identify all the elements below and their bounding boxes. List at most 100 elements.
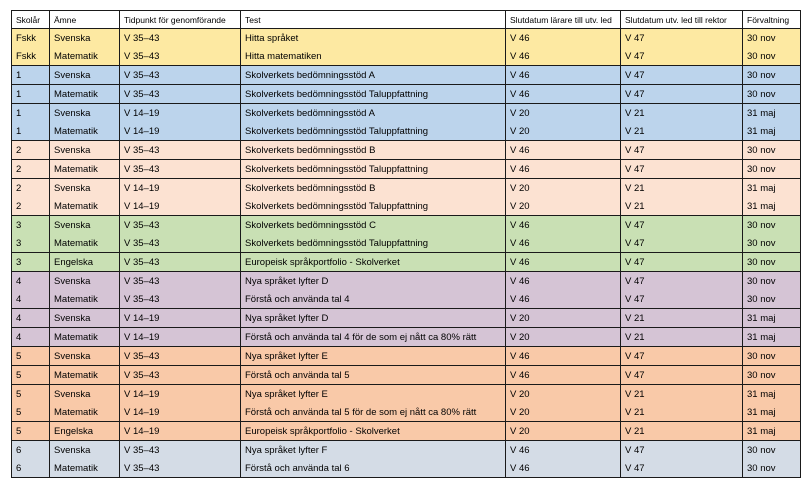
table-row: 5 Matematik V 35–43 Förstå och använda tal … bbox=[11, 365, 801, 385]
cell-forvaltning: 31 maj bbox=[742, 197, 801, 216]
cell-skolar: 2 bbox=[11, 197, 50, 216]
table-row: 3 Matematik V 35–43 Skolverkets bedömningss… bbox=[11, 234, 801, 253]
cell-skolar: 1 bbox=[11, 65, 50, 85]
cell-slutdatum-rektor: V 47 bbox=[620, 346, 743, 366]
table-row: 4 Matematik V 35–43 Förstå och använda tal … bbox=[11, 290, 801, 309]
cell-slutdatum-larare: V 46 bbox=[505, 459, 621, 478]
cell-slutdatum-larare: V 20 bbox=[505, 308, 621, 328]
cell-amne: Engelska bbox=[49, 421, 120, 441]
cell-slutdatum-rektor: V 47 bbox=[620, 84, 743, 104]
cell-forvaltning: 30 nov bbox=[742, 459, 801, 478]
cell-slutdatum-larare: V 46 bbox=[505, 252, 621, 272]
cell-slutdatum-rektor: V 21 bbox=[620, 403, 743, 422]
cell-slutdatum-rektor: V 21 bbox=[620, 197, 743, 216]
cell-skolar: 4 bbox=[11, 327, 50, 347]
cell-forvaltning: 31 maj bbox=[742, 308, 801, 328]
cell-forvaltning: 30 nov bbox=[742, 159, 801, 179]
cell-slutdatum-larare: V 46 bbox=[505, 346, 621, 366]
header-slutdatum-larare: Slutdatum lärare till utv. led bbox=[505, 10, 621, 29]
cell-amne: Matematik bbox=[49, 290, 120, 309]
cell-skolar: 2 bbox=[11, 159, 50, 179]
cell-tidpunkt: V 35–43 bbox=[119, 440, 241, 459]
cell-forvaltning: 30 nov bbox=[742, 140, 801, 160]
cell-slutdatum-larare: V 20 bbox=[505, 197, 621, 216]
cell-tidpunkt: V 35–43 bbox=[119, 140, 241, 160]
table-row: 5 Engelska V 14–19 Europeisk språkportfolio… bbox=[11, 421, 801, 441]
cell-slutdatum-larare: V 46 bbox=[505, 365, 621, 385]
cell-test: Skolverkets bedömningsstöd B bbox=[240, 140, 506, 160]
cell-forvaltning: 31 maj bbox=[742, 327, 801, 347]
header-forvaltning: Förvaltning bbox=[742, 10, 801, 29]
header-tidpunkt: Tidpunkt för genomförande bbox=[119, 10, 241, 29]
cell-slutdatum-larare: V 46 bbox=[505, 234, 621, 253]
cell-skolar: Fskk bbox=[11, 28, 50, 47]
cell-skolar: 1 bbox=[11, 103, 50, 122]
cell-slutdatum-rektor: V 21 bbox=[620, 384, 743, 403]
table-row: 1 Matematik V 14–19 Skolverkets bedömningss… bbox=[11, 122, 801, 141]
cell-slutdatum-rektor: V 21 bbox=[620, 122, 743, 141]
cell-amne: Svenska bbox=[49, 65, 120, 85]
header-test: Test bbox=[240, 10, 506, 29]
cell-tidpunkt: V 35–43 bbox=[119, 84, 241, 104]
cell-skolar: 4 bbox=[11, 308, 50, 328]
table-row: Fskk Svenska V 35–43 Hitta språket V 46 V 47 3… bbox=[11, 28, 801, 47]
cell-slutdatum-rektor: V 21 bbox=[620, 178, 743, 197]
cell-test: Förstå och använda tal 5 för de som ej n… bbox=[240, 403, 506, 422]
cell-forvaltning: 31 maj bbox=[742, 421, 801, 441]
cell-slutdatum-larare: V 20 bbox=[505, 122, 621, 141]
cell-forvaltning: 30 nov bbox=[742, 271, 801, 290]
cell-test: Europeisk språkportfolio - Skolverket bbox=[240, 421, 506, 441]
cell-tidpunkt: V 35–43 bbox=[119, 346, 241, 366]
cell-skolar: 5 bbox=[11, 403, 50, 422]
cell-test: Skolverkets bedömningsstöd Taluppfattnin… bbox=[240, 159, 506, 179]
cell-test: Nya språket lyfter E bbox=[240, 384, 506, 403]
cell-skolar: 1 bbox=[11, 84, 50, 104]
cell-tidpunkt: V 14–19 bbox=[119, 327, 241, 347]
cell-slutdatum-rektor: V 47 bbox=[620, 290, 743, 309]
cell-test: Skolverkets bedömningsstöd C bbox=[240, 215, 506, 234]
table-row: 2 Svenska V 14–19 Skolverkets bedömningsstö… bbox=[11, 178, 801, 197]
cell-test: Europeisk språkportfolio - Skolverket bbox=[240, 252, 506, 272]
cell-slutdatum-rektor: V 21 bbox=[620, 327, 743, 347]
cell-forvaltning: 31 maj bbox=[742, 122, 801, 141]
cell-skolar: 6 bbox=[11, 459, 50, 478]
cell-slutdatum-larare: V 46 bbox=[505, 28, 621, 47]
cell-test: Förstå och använda tal 6 bbox=[240, 459, 506, 478]
cell-amne: Matematik bbox=[49, 234, 120, 253]
cell-amne: Svenska bbox=[49, 271, 120, 290]
cell-amne: Matematik bbox=[49, 197, 120, 216]
table-row: 1 Svenska V 35–43 Skolverkets bedömningsstö… bbox=[11, 65, 801, 85]
cell-forvaltning: 30 nov bbox=[742, 215, 801, 234]
table-row: 5 Matematik V 14–19 Förstå och använda tal … bbox=[11, 403, 801, 422]
cell-tidpunkt: V 14–19 bbox=[119, 421, 241, 441]
cell-forvaltning: 30 nov bbox=[742, 65, 801, 85]
cell-skolar: 5 bbox=[11, 346, 50, 366]
cell-slutdatum-rektor: V 47 bbox=[620, 140, 743, 160]
cell-forvaltning: 30 nov bbox=[742, 28, 801, 47]
cell-amne: Svenska bbox=[49, 346, 120, 366]
cell-slutdatum-rektor: V 47 bbox=[620, 365, 743, 385]
cell-test: Skolverkets bedömningsstöd Taluppfattnin… bbox=[240, 84, 506, 104]
cell-slutdatum-larare: V 46 bbox=[505, 84, 621, 104]
cell-slutdatum-larare: V 20 bbox=[505, 421, 621, 441]
cell-forvaltning: 30 nov bbox=[742, 440, 801, 459]
cell-amne: Matematik bbox=[49, 84, 120, 104]
cell-amne: Svenska bbox=[49, 140, 120, 160]
cell-amne: Svenska bbox=[49, 103, 120, 122]
cell-slutdatum-rektor: V 47 bbox=[620, 159, 743, 179]
cell-amne: Matematik bbox=[49, 47, 120, 66]
cell-skolar: 4 bbox=[11, 271, 50, 290]
cell-slutdatum-larare: V 20 bbox=[505, 103, 621, 122]
cell-skolar: 2 bbox=[11, 140, 50, 160]
cell-forvaltning: 31 maj bbox=[742, 403, 801, 422]
cell-slutdatum-rektor: V 47 bbox=[620, 234, 743, 253]
cell-slutdatum-larare: V 20 bbox=[505, 327, 621, 347]
cell-skolar: 4 bbox=[11, 290, 50, 309]
cell-forvaltning: 30 nov bbox=[742, 290, 801, 309]
cell-tidpunkt: V 35–43 bbox=[119, 159, 241, 179]
cell-tidpunkt: V 35–43 bbox=[119, 252, 241, 272]
cell-forvaltning: 30 nov bbox=[742, 365, 801, 385]
